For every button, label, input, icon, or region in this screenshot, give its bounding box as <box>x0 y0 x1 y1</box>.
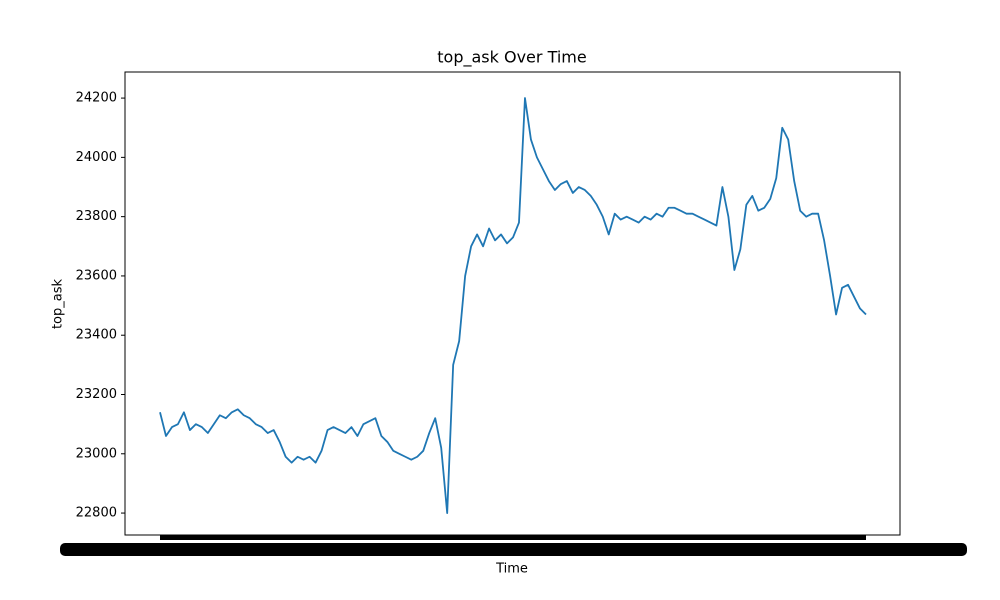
x-tick-labels-overlap <box>60 543 967 556</box>
y-tick-label: 24200 <box>76 91 117 106</box>
x-tick-marks <box>160 535 866 540</box>
y-tick-label: 24000 <box>76 150 117 165</box>
plot-frame <box>124 71 901 536</box>
chart-title: top_ask Over Time <box>437 48 586 68</box>
y-tick-label: 23400 <box>76 328 117 343</box>
y-axis-label: top_ask <box>51 278 66 329</box>
y-tick-label: 22800 <box>76 506 117 521</box>
y-tick-label: 23200 <box>76 387 117 402</box>
data-line <box>159 97 867 514</box>
y-tick-label: 23800 <box>76 209 117 224</box>
y-tick-label: 23000 <box>76 446 117 461</box>
x-axis-label: Time <box>495 562 528 577</box>
y-tick-label: 23600 <box>76 268 117 283</box>
